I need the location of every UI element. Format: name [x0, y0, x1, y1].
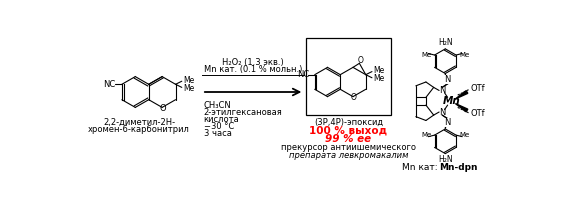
Text: N: N	[444, 118, 451, 127]
Text: Me: Me	[183, 84, 195, 93]
Text: Mn кат. (0.1 % мольн.): Mn кат. (0.1 % мольн.)	[204, 65, 302, 74]
Text: Me: Me	[421, 132, 432, 138]
Text: Mn: Mn	[443, 96, 460, 106]
Text: NC: NC	[297, 70, 309, 79]
Text: Me: Me	[421, 52, 432, 58]
Text: Me: Me	[374, 74, 385, 83]
Text: N: N	[444, 75, 451, 84]
Text: N: N	[439, 86, 445, 95]
Text: 2-этилгексановая: 2-этилгексановая	[204, 108, 282, 117]
Text: (3Р,4Р)-эпоксид: (3Р,4Р)-эпоксид	[314, 118, 383, 127]
Text: препарата левкромакалим: препарата левкромакалим	[289, 150, 408, 160]
Text: H₂N: H₂N	[438, 38, 453, 47]
Text: NC: NC	[103, 80, 115, 89]
Text: H₂O₂ (1.3 экв.): H₂O₂ (1.3 экв.)	[222, 58, 284, 67]
Text: OTf: OTf	[470, 109, 484, 118]
Text: −30 °C: −30 °C	[204, 122, 234, 131]
Polygon shape	[455, 104, 468, 112]
Polygon shape	[455, 91, 468, 99]
Text: Me: Me	[459, 132, 470, 138]
Text: Me: Me	[183, 76, 195, 85]
Bar	[306, 38, 391, 115]
Text: кислота: кислота	[204, 115, 239, 124]
Text: 3 часа: 3 часа	[204, 129, 231, 138]
Text: 99 % ee: 99 % ee	[325, 134, 371, 144]
Text: O: O	[351, 93, 356, 102]
Text: прекурсор антиишемического: прекурсор антиишемического	[281, 143, 416, 152]
Text: O: O	[357, 56, 363, 65]
Text: N: N	[439, 107, 445, 117]
Text: H₂N: H₂N	[438, 155, 453, 164]
Text: CH₃CN: CH₃CN	[204, 101, 231, 110]
Text: O: O	[160, 104, 166, 113]
Text: Mn кат:: Mn кат:	[402, 163, 437, 172]
Text: OTf: OTf	[470, 84, 484, 93]
Text: Me: Me	[459, 52, 470, 58]
Text: Me: Me	[374, 66, 385, 75]
Text: Mn-dpn: Mn-dpn	[439, 163, 478, 172]
Text: хромен-6-карбонитрил: хромен-6-карбонитрил	[88, 125, 190, 134]
Text: N: N	[444, 75, 451, 84]
Text: 2,2-диметил-2Н-: 2,2-диметил-2Н-	[103, 118, 175, 127]
Text: N: N	[444, 118, 451, 127]
Text: 100 % выход: 100 % выход	[309, 126, 387, 136]
